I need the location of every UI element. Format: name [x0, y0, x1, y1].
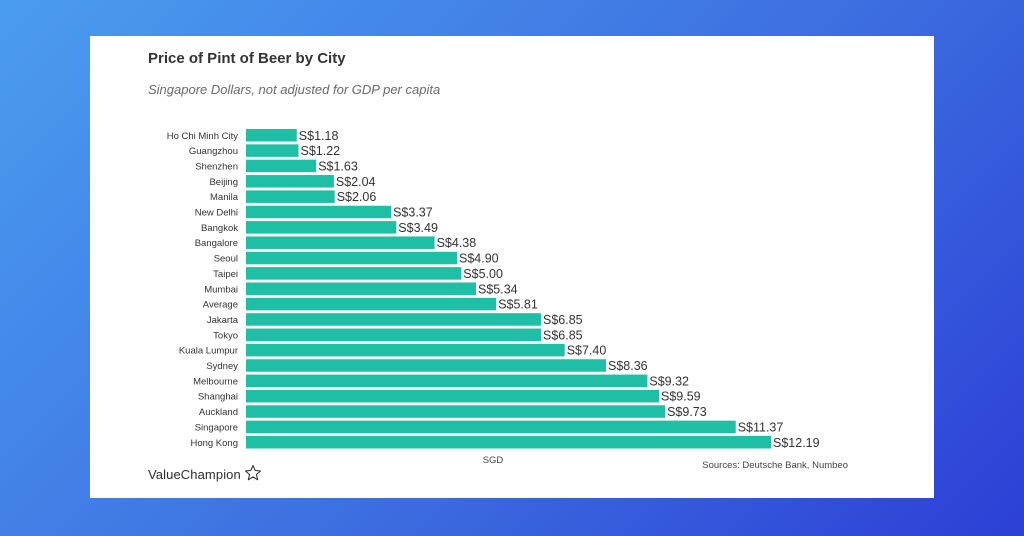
star-outline-icon [244, 464, 262, 485]
bar [246, 267, 462, 280]
chart-subtitle: Singapore Dollars, not adjusted for GDP … [148, 82, 441, 97]
brand-name: ValueChampion [148, 467, 241, 482]
data-label: S$3.49 [398, 221, 438, 235]
data-label: S$8.36 [608, 359, 648, 373]
bar [246, 420, 736, 434]
data-label: S$4.90 [459, 252, 499, 266]
category-label: Auckland [199, 407, 238, 418]
bar [246, 328, 541, 342]
category-label: Tokyo [213, 330, 238, 341]
data-label: S$4.38 [437, 236, 477, 250]
category-label: Jakarta [207, 315, 239, 326]
chart-card: Price of Pint of Beer by City Singapore … [90, 36, 934, 498]
bar [246, 282, 476, 295]
data-label: S$9.32 [649, 374, 689, 388]
bar [246, 175, 334, 188]
category-label: Ho Chi Minh City [167, 131, 239, 142]
bar [246, 405, 666, 418]
bar [246, 374, 648, 388]
bar [246, 159, 317, 173]
category-label: Seoul [214, 254, 238, 265]
bar [246, 190, 335, 203]
category-label: New Delhi [195, 208, 238, 219]
data-label: S$6.85 [543, 328, 583, 342]
category-label: Kuala Lumpur [179, 346, 238, 357]
category-label: Manila [210, 192, 239, 203]
category-label: Mumbai [204, 284, 238, 295]
bar [246, 251, 457, 265]
category-label: Sydney [206, 361, 238, 372]
category-label: Taipei [213, 269, 238, 280]
data-label: S$5.81 [498, 298, 538, 312]
category-label: Guangzhou [189, 146, 238, 157]
bar [246, 343, 565, 357]
category-label: Melbourne [193, 376, 238, 387]
data-label: S$9.73 [667, 405, 707, 419]
category-label: Bangalore [195, 238, 238, 249]
bar [246, 129, 297, 142]
chart-title: Price of Pint of Beer by City [148, 50, 346, 67]
data-label: S$1.63 [318, 159, 358, 173]
bar [246, 389, 659, 403]
bar [246, 436, 771, 449]
data-label: S$2.04 [336, 175, 376, 189]
brand-logo: ValueChampion [148, 464, 262, 485]
data-label: S$12.19 [773, 436, 820, 450]
bar [246, 359, 606, 372]
data-label: S$5.34 [478, 282, 518, 296]
sources-note: Sources: Deutsche Bank, Numbeo [702, 460, 848, 471]
data-label: S$6.85 [543, 313, 583, 327]
category-label: Singapore [195, 422, 238, 433]
data-label: S$11.37 [738, 420, 784, 434]
category-label: Shenzhen [195, 161, 238, 172]
data-label: S$9.59 [661, 390, 701, 404]
bar [246, 205, 392, 219]
data-label: S$5.00 [463, 267, 503, 281]
bar [246, 221, 397, 234]
category-label: Hong Kong [190, 438, 238, 449]
data-label: S$1.18 [299, 129, 339, 143]
data-label: S$1.22 [301, 144, 341, 158]
category-label: Shanghai [198, 392, 238, 403]
bar [246, 297, 497, 311]
bar [246, 144, 299, 157]
data-label: S$2.06 [337, 190, 377, 204]
bar [246, 236, 435, 249]
bar [246, 313, 541, 326]
category-label: Beijing [209, 177, 238, 188]
category-label: Average [203, 300, 238, 311]
bars-layer: Ho Chi Minh City S$1.18 Guangzhou S$1.22 She… [167, 129, 820, 450]
x-axis-label: SGD [483, 455, 504, 466]
category-label: Bangkok [201, 223, 238, 234]
data-label: S$3.37 [393, 206, 433, 220]
data-label: S$7.40 [567, 344, 607, 358]
bar-chart: Ho Chi Minh City S$1.18 Guangzhou S$1.22 She… [167, 129, 820, 466]
